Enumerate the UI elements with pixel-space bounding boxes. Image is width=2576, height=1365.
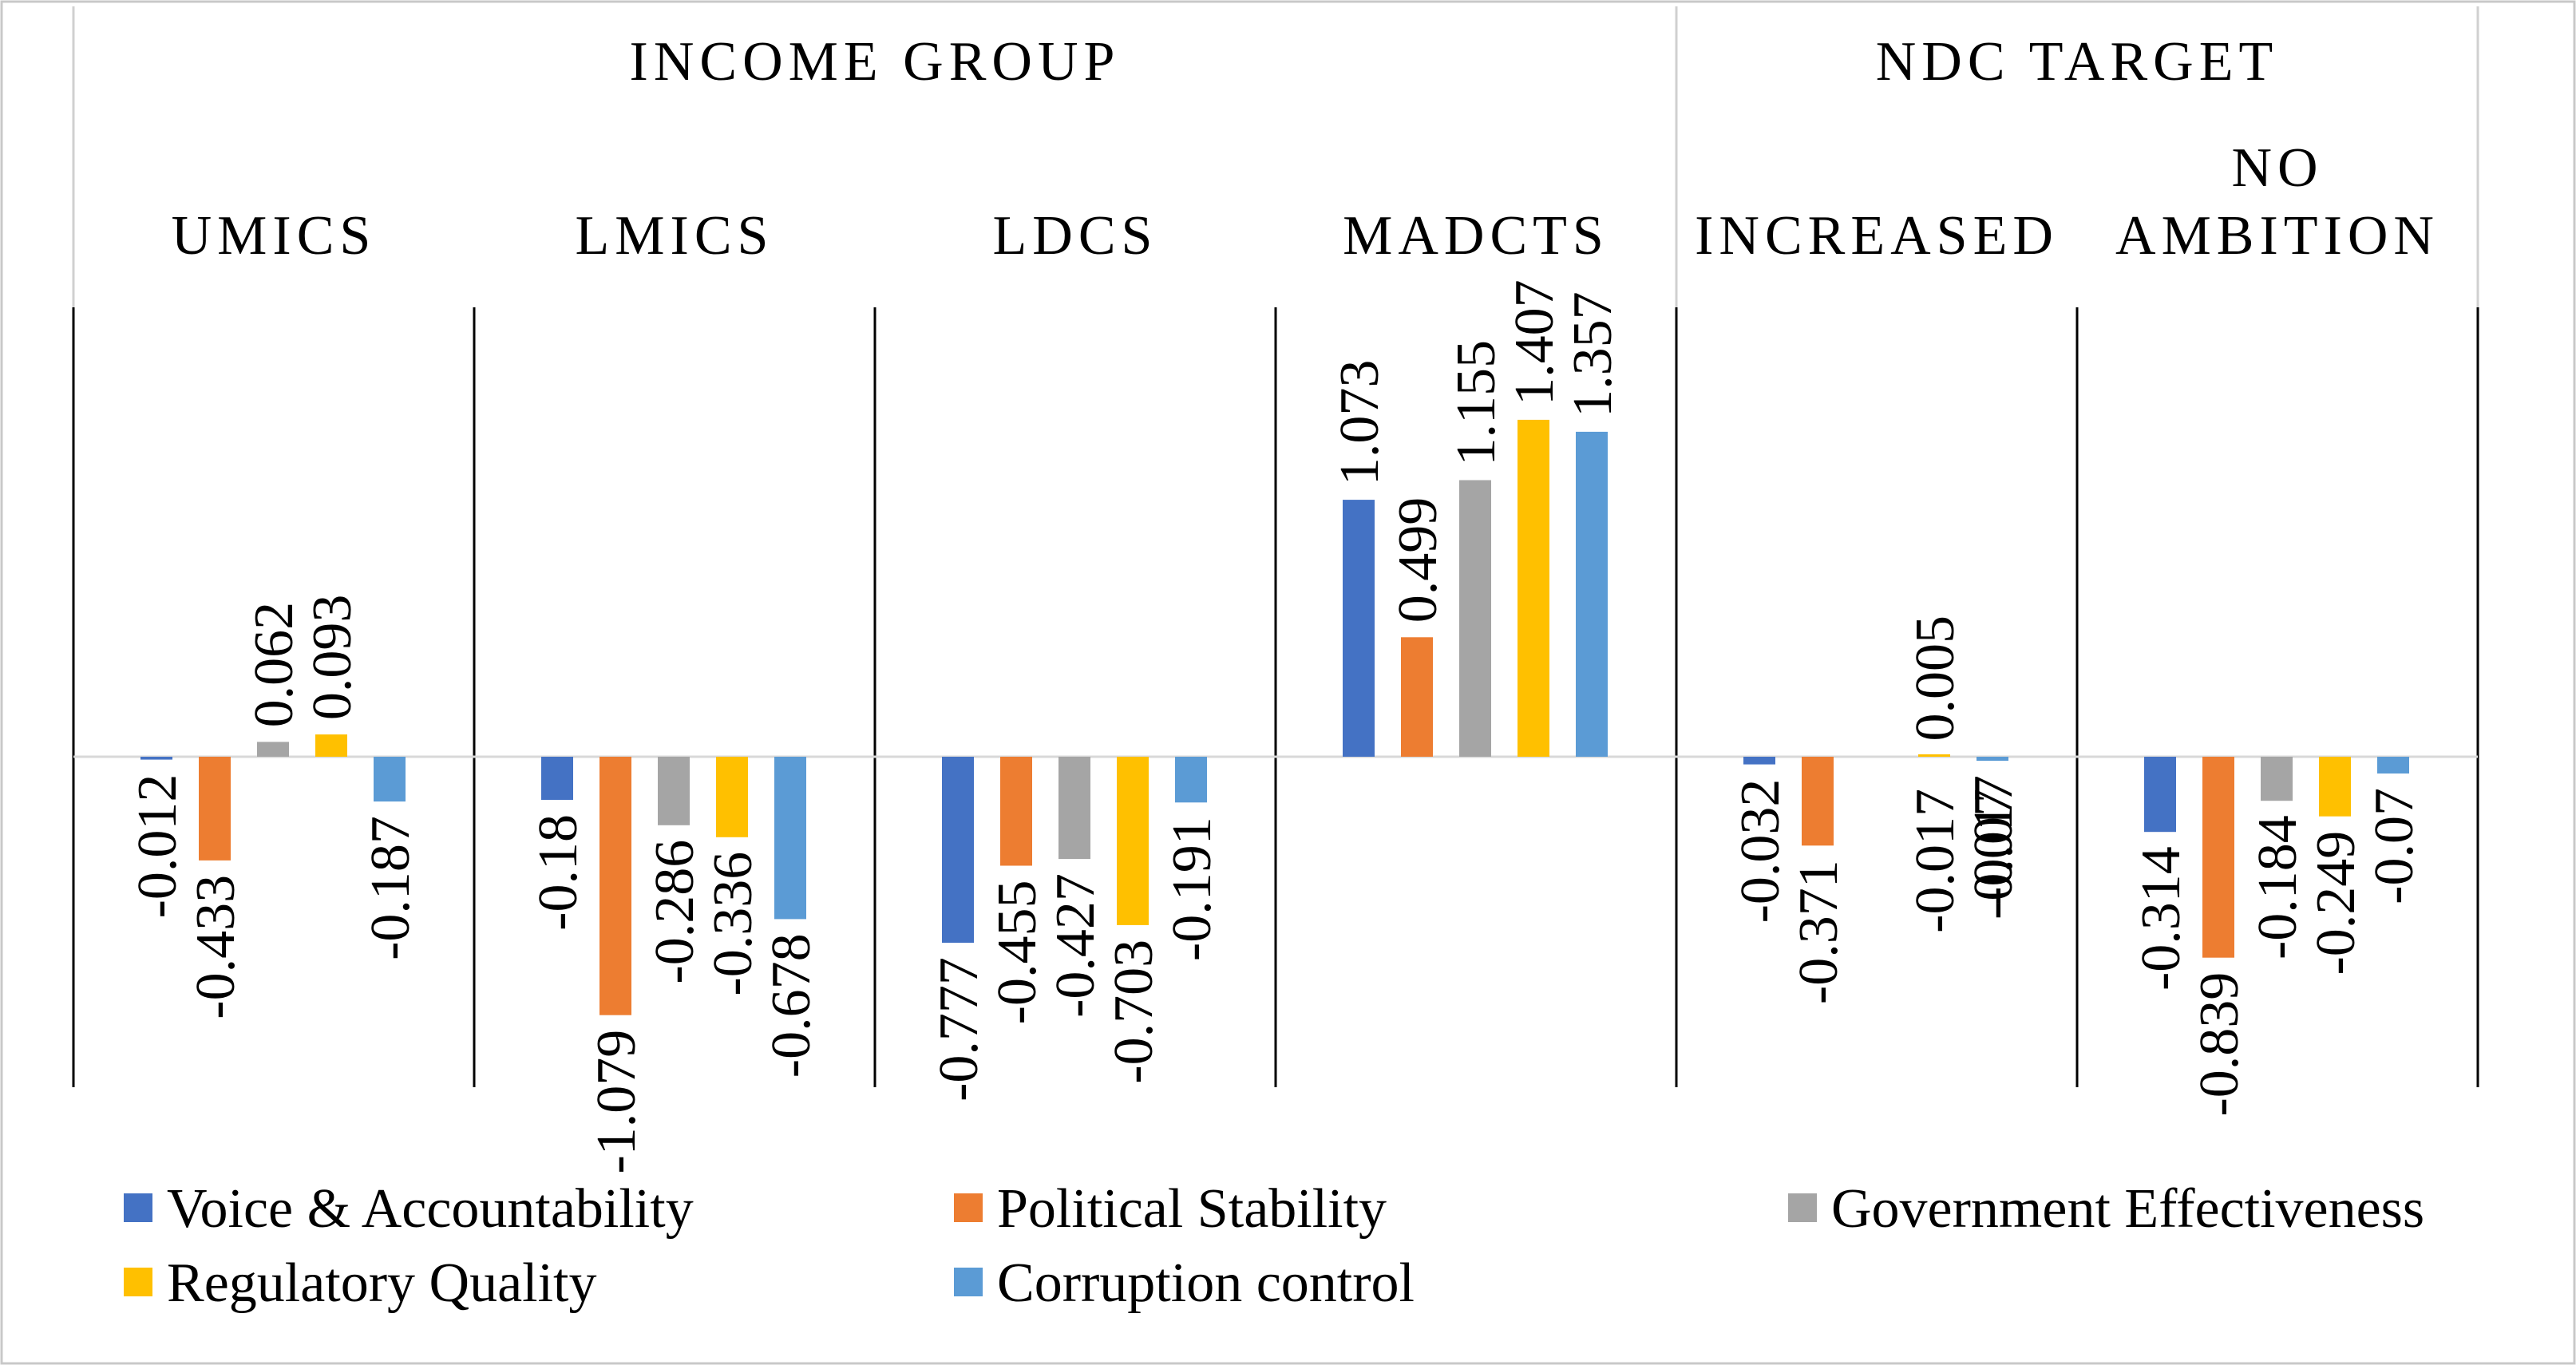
data-label: 0.093 — [302, 595, 363, 721]
bar — [1401, 637, 1433, 757]
data-label: -0.249 — [2305, 831, 2367, 975]
panel-headers: INCOME GROUP NDC TARGET UMICS LMICS LDCS MADC… — [172, 31, 2439, 267]
category-label: NO — [2231, 137, 2323, 199]
legend-swatch — [954, 1268, 983, 1296]
data-label: 1.155 — [1446, 340, 1507, 466]
bar — [716, 757, 748, 837]
data-label: 0.062 — [243, 602, 305, 728]
bar — [1576, 431, 1608, 757]
bar — [140, 757, 172, 760]
data-label: 0.499 — [1387, 497, 1449, 623]
legend-label: Voice & Accountability — [167, 1178, 694, 1240]
data-label: -1.079 — [586, 1030, 647, 1174]
bar — [1743, 757, 1775, 765]
category-label: UMICS — [172, 205, 377, 267]
bar — [658, 757, 690, 825]
data-label: -0.427 — [1045, 873, 1106, 1018]
legend-swatch — [954, 1193, 983, 1222]
bar — [2377, 757, 2409, 774]
panel-grid — [72, 6, 2479, 1087]
bar — [2261, 757, 2293, 801]
bar — [1175, 757, 1207, 803]
bar — [2319, 757, 2351, 817]
bar — [541, 757, 573, 800]
group-header: NDC TARGET — [1876, 31, 2279, 93]
category-label: AMBITION — [2115, 205, 2439, 267]
bar — [1459, 480, 1491, 757]
data-label: -0.839 — [2189, 972, 2250, 1117]
data-label: -0.433 — [185, 875, 247, 1019]
bar — [199, 757, 231, 861]
data-label: -0.032 — [1730, 779, 1791, 924]
category-label: INCREASED — [1695, 205, 2059, 267]
data-label: -0.703 — [1103, 940, 1165, 1084]
bar — [1802, 757, 1834, 846]
legend-swatch — [124, 1268, 152, 1296]
data-label: 0.005 — [1905, 615, 1966, 742]
data-label: 1.407 — [1504, 279, 1565, 406]
data-label: -0.336 — [702, 852, 764, 996]
bar — [1000, 757, 1032, 866]
bar — [1977, 757, 2008, 762]
bar — [374, 757, 406, 802]
data-label: -0.07 — [1963, 789, 2024, 905]
bar — [774, 757, 806, 920]
data-label: -0.184 — [2247, 815, 2309, 959]
category-label: LMICS — [576, 205, 774, 267]
bar — [315, 734, 347, 757]
data-label: -0.18 — [528, 814, 589, 931]
legend-label: Government Effectiveness — [1831, 1178, 2424, 1240]
legend-swatch — [124, 1193, 152, 1222]
bar-marks — [140, 419, 2409, 1015]
bar — [1343, 500, 1375, 757]
bar — [2144, 757, 2176, 833]
legend: Voice & Accountability Political Stabilit… — [124, 1178, 2424, 1314]
data-label: -0.678 — [761, 933, 822, 1078]
legend-label: Corruption control — [997, 1252, 1415, 1314]
group-header: INCOME GROUP — [630, 31, 1121, 93]
data-label: 1.357 — [1562, 291, 1624, 417]
bar — [1918, 754, 1950, 757]
bar — [1058, 757, 1090, 860]
legend-swatch — [1788, 1193, 1817, 1222]
data-label: -0.455 — [987, 880, 1048, 1025]
data-label: -0.777 — [928, 957, 990, 1102]
legend-label: Regulatory Quality — [167, 1252, 597, 1314]
category-label: MADCTS — [1343, 205, 1609, 267]
data-label: -0.371 — [1788, 860, 1850, 1004]
legend-label: Political Stability — [997, 1178, 1387, 1240]
data-label: -0.191 — [1161, 817, 1223, 961]
data-label: -0.187 — [360, 816, 421, 960]
category-label: LDCS — [993, 205, 1158, 267]
bar — [1518, 419, 1549, 757]
data-label: -0.012 — [127, 774, 188, 919]
bar — [599, 757, 631, 1015]
bar — [2202, 757, 2234, 958]
data-label: -0.017 — [1905, 789, 1966, 933]
data-label: -0.314 — [2131, 846, 2192, 991]
data-label: -0.07 — [2364, 788, 2425, 904]
data-label: 1.073 — [1329, 360, 1391, 486]
bar — [1117, 757, 1149, 925]
data-label: -0.286 — [644, 840, 706, 984]
data-label: -0.017 — [1963, 775, 2024, 920]
bar — [942, 757, 974, 944]
bar — [257, 742, 289, 757]
